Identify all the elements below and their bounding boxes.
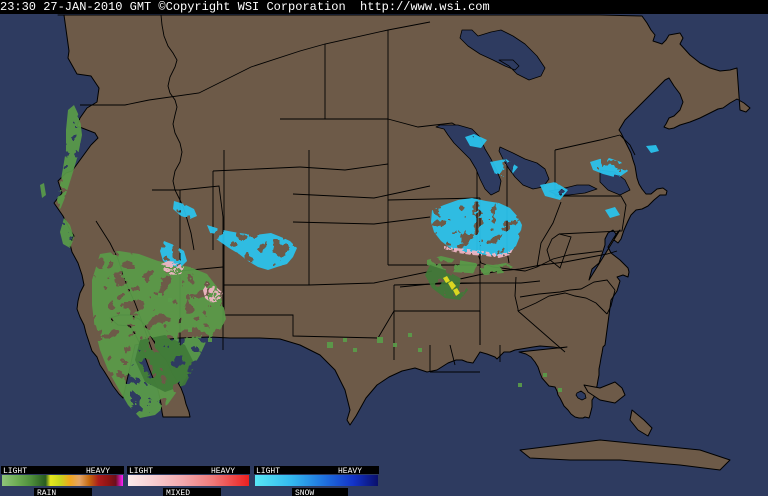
svg-text:HEAVY: HEAVY: [338, 467, 362, 476]
svg-text:LIGHT: LIGHT: [256, 467, 280, 476]
svg-text:LIGHT: LIGHT: [129, 467, 153, 476]
svg-text:SNOW: SNOW: [295, 489, 314, 496]
svg-text:HEAVY: HEAVY: [211, 467, 235, 476]
svg-text:LIGHT: LIGHT: [3, 467, 27, 476]
svg-text:HEAVY: HEAVY: [86, 467, 110, 476]
svg-text:RAIN: RAIN: [37, 489, 56, 496]
svg-text:MIXED: MIXED: [166, 489, 190, 496]
